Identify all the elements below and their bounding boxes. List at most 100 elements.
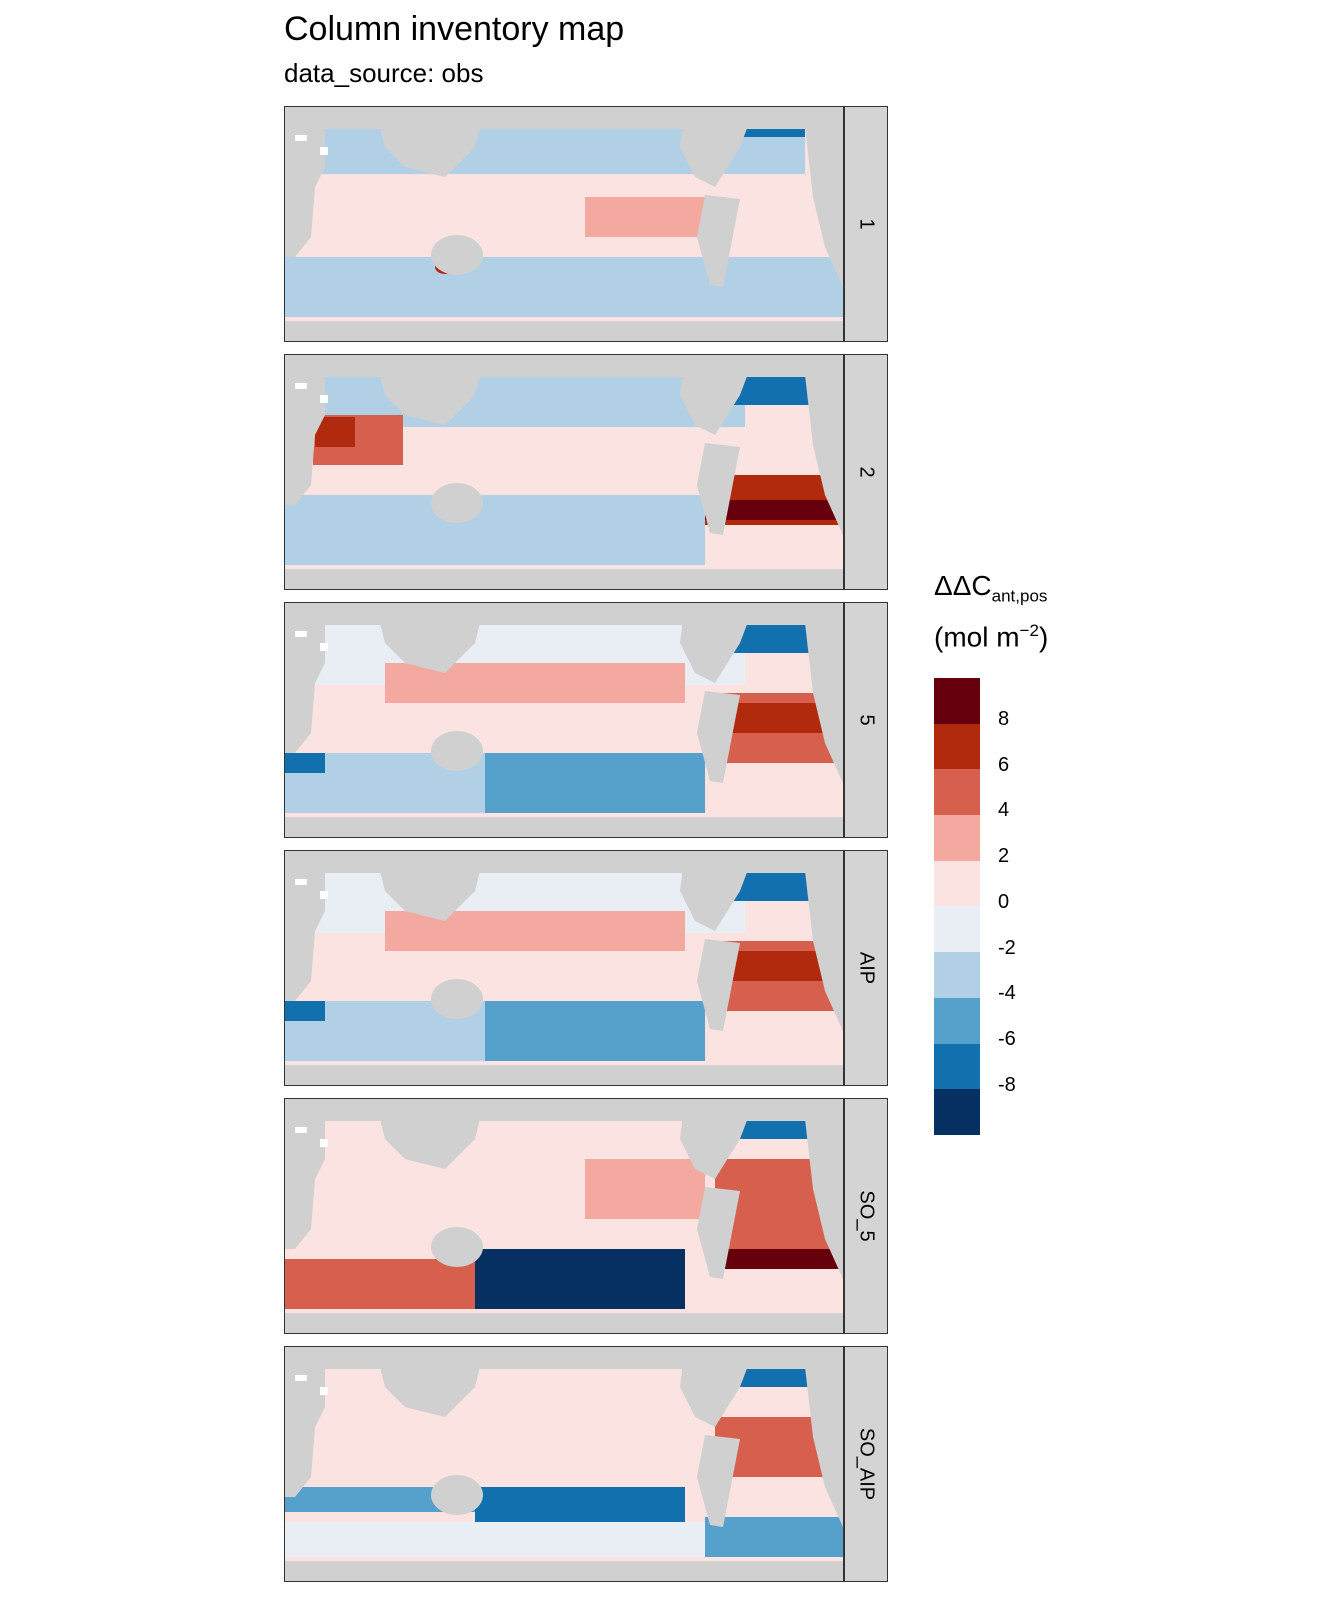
land-africa-east (805, 1367, 843, 1527)
facet-strip: 1 (844, 106, 888, 342)
land-africa-east (805, 375, 843, 535)
land-island (295, 1127, 307, 1133)
land-africa (285, 355, 325, 505)
ocean-south-indian (285, 1001, 325, 1021)
land-africa (285, 1099, 325, 1249)
facet-panel: SO_AIP (284, 1346, 888, 1582)
ocean-east-pacific (585, 1159, 705, 1219)
land-africa (285, 107, 325, 257)
facet-strip-label: AIP (855, 951, 878, 985)
map-svg (285, 1099, 843, 1333)
land-africa-east (805, 623, 843, 783)
map-svg (285, 107, 843, 341)
legend-swatch (934, 678, 980, 724)
land-north-america (680, 1347, 755, 1427)
facet-strip: AIP (844, 850, 888, 1086)
facet-strip: SO_AIP (844, 1346, 888, 1582)
land-australia (431, 1475, 483, 1515)
land-island (295, 135, 307, 141)
legend-tick-label: 6 (998, 753, 1010, 776)
facet-strip: 2 (844, 354, 888, 590)
land-north (285, 1099, 843, 1121)
map-svg (285, 603, 843, 837)
legend-tick-label: 8 (998, 708, 1010, 730)
land-africa (285, 851, 325, 1001)
map-area (284, 106, 844, 342)
map-svg (285, 1347, 843, 1581)
legend-colorbar (934, 678, 980, 1135)
land-africa (285, 1347, 325, 1497)
facet-strip-label: 5 (855, 714, 878, 726)
facet-panel: SO_5 (284, 1098, 888, 1334)
ocean-so-band (475, 1487, 685, 1522)
land-north (285, 355, 843, 377)
ocean-north (285, 1369, 745, 1449)
land-south-america (697, 1187, 740, 1279)
legend-swatch (934, 952, 980, 998)
land-asia (375, 1099, 485, 1169)
land-asia (375, 603, 485, 673)
map-area (284, 1346, 844, 1582)
land-island (320, 1139, 328, 1147)
land-island (320, 891, 328, 899)
legend-swatch (934, 723, 980, 770)
land-antarctica (285, 1561, 843, 1581)
land-asia (375, 1347, 485, 1417)
land-island (295, 1375, 307, 1381)
legend-swatch (934, 1043, 980, 1090)
ocean-south (285, 257, 843, 317)
land-australia (431, 483, 483, 523)
ocean-so-band (475, 1249, 685, 1309)
facet-panel: 1 (284, 106, 888, 342)
facet-strip: 5 (844, 602, 888, 838)
land-north-america (680, 851, 755, 931)
land-island (295, 383, 307, 389)
ocean-south-atlantic-core (705, 500, 843, 520)
land-antarctica (285, 817, 843, 837)
legend-swatch (934, 769, 980, 816)
legend-swatch (934, 997, 980, 1044)
chart-title: Column inventory map (284, 10, 625, 48)
land-antarctica (285, 1313, 843, 1333)
legend-title-unit: (mol m−2) (934, 621, 1049, 653)
ocean-south-east (485, 753, 705, 813)
land-antarctica (285, 569, 843, 589)
land-south-america (697, 691, 740, 783)
land-asia (375, 355, 485, 425)
land-australia (431, 235, 483, 275)
land-south-america (697, 1435, 740, 1527)
land-australia (431, 979, 483, 1019)
land-south-america (697, 195, 740, 287)
legend-tick-label: -4 (998, 982, 1016, 1005)
ocean-south-east (485, 1001, 705, 1061)
facet-panel: 5 (284, 602, 888, 838)
land-island (295, 631, 307, 637)
legend-title-symbol: ΔΔCant,pos (934, 570, 1048, 606)
ocean-south-atlantic-core (715, 1249, 843, 1269)
chart-subtitle: data_source: obs (284, 58, 484, 88)
ocean-south-indian (285, 753, 325, 773)
legend-swatch (934, 860, 980, 907)
land-north (285, 603, 843, 625)
land-south-america (697, 443, 740, 535)
facet-panel: AIP (284, 850, 888, 1086)
land-island (320, 395, 328, 403)
legend-tick-label: -2 (998, 936, 1016, 959)
map-area (284, 354, 844, 590)
land-north (285, 1347, 843, 1369)
map-area (284, 602, 844, 838)
map-svg (285, 851, 843, 1085)
land-south-america (697, 939, 740, 1031)
legend-swatch (934, 815, 980, 861)
land-antarctica (285, 321, 843, 341)
land-africa-east (805, 127, 843, 287)
map-svg (285, 355, 843, 589)
land-australia (431, 731, 483, 771)
land-north (285, 851, 843, 873)
land-north-america (680, 107, 755, 187)
ocean-south-west (285, 1259, 485, 1309)
map-area (284, 1098, 844, 1334)
land-asia (375, 107, 485, 177)
land-north-america (680, 1099, 755, 1179)
legend-swatch (934, 1089, 980, 1135)
